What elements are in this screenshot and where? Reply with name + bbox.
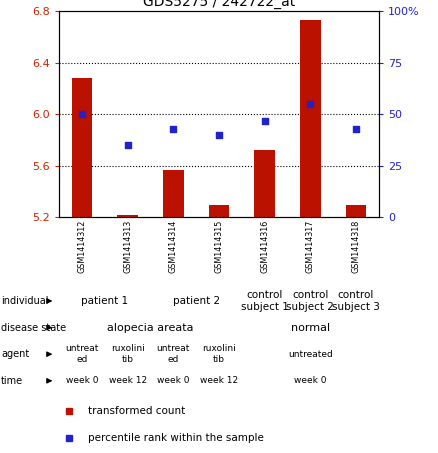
Text: week 0: week 0 [157,376,190,386]
Text: time: time [1,376,23,386]
Text: GSM1414314: GSM1414314 [169,220,178,273]
Text: transformed count: transformed count [88,405,185,415]
Bar [300,20,321,217]
Text: week 12: week 12 [200,376,238,386]
Text: week 0: week 0 [294,376,327,386]
Text: patient 1: patient 1 [81,296,128,306]
Bar [163,170,184,217]
Bar [209,205,229,217]
Text: percentile rank within the sample: percentile rank within the sample [88,433,264,443]
Text: alopecia areata: alopecia areata [107,323,194,333]
Text: GSM1414318: GSM1414318 [352,220,360,273]
Text: normal: normal [291,323,330,333]
Text: individual: individual [1,296,49,306]
Text: untreat
ed: untreat ed [157,344,190,364]
Text: patient 2: patient 2 [173,296,220,306]
Bar [117,215,138,217]
Text: agent: agent [1,349,29,359]
Bar [254,150,275,217]
Text: disease state: disease state [1,323,66,333]
Bar [72,78,92,217]
Text: untreated: untreated [288,350,333,359]
Point [170,125,177,132]
Text: GSM1414313: GSM1414313 [123,220,132,273]
Text: week 12: week 12 [109,376,147,386]
Text: control
subject 2: control subject 2 [286,290,334,312]
Text: GSM1414316: GSM1414316 [260,220,269,273]
Point [261,117,268,124]
Text: ruxolini
tib: ruxolini tib [202,344,236,364]
Text: ruxolini
tib: ruxolini tib [111,344,145,364]
Point [78,111,85,118]
Point [215,131,223,139]
Text: untreat
ed: untreat ed [65,344,99,364]
Bar [346,205,366,217]
Text: GSM1414312: GSM1414312 [78,220,86,273]
Text: control
subject 3: control subject 3 [332,290,380,312]
Text: week 0: week 0 [66,376,98,386]
Text: GSM1414315: GSM1414315 [215,220,223,273]
Text: control
subject 1: control subject 1 [241,290,289,312]
Title: GDS5275 / 242722_at: GDS5275 / 242722_at [143,0,295,9]
Text: GSM1414317: GSM1414317 [306,220,315,273]
Point [124,142,131,149]
Point [353,125,360,132]
Point [307,101,314,108]
